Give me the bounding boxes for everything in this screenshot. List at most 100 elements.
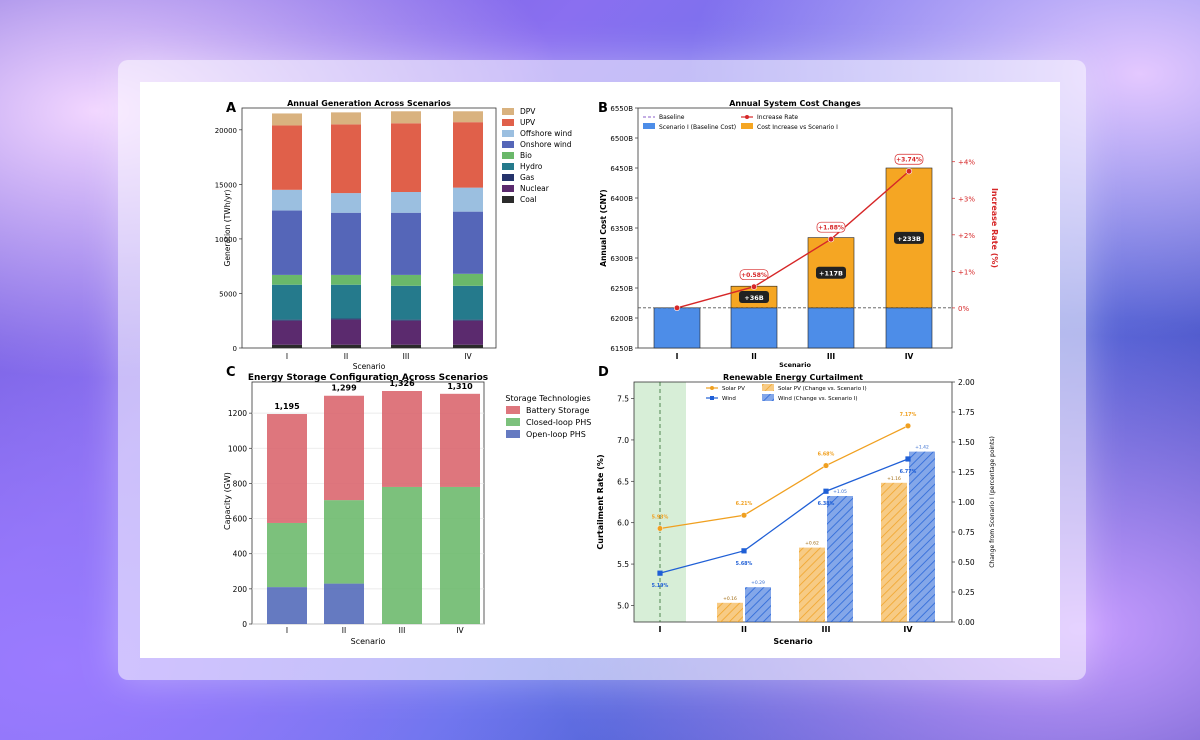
chart-title: Annual System Cost Changes	[729, 99, 861, 108]
stack-segment-offshore-wind	[331, 193, 361, 213]
total-label: 1,195	[274, 402, 300, 411]
rate-label-box	[894, 153, 924, 165]
bar-baseline-cost	[885, 307, 933, 349]
wind-change-label: +0.29	[751, 580, 765, 586]
stack-segment-onshore-wind	[391, 212, 421, 275]
stack-segment-gas	[272, 319, 302, 321]
y-axis-label: Capacity (GW)	[223, 472, 232, 530]
stack-segment-onshore-wind	[272, 210, 302, 275]
panel-c-storage: Energy Storage Configuration Across Scen…	[223, 373, 591, 646]
legend-swatch	[502, 108, 514, 115]
rate-point	[673, 304, 681, 312]
y-tick-label: 6350B	[610, 225, 633, 233]
solar-change-label: +1.16	[887, 476, 901, 482]
wind-change-label: +1.05	[833, 489, 847, 495]
solar-point	[740, 512, 748, 519]
total-label: 1,326	[389, 379, 415, 388]
stack-segment-nuclear	[391, 320, 421, 345]
legend-label: Open-loop PHS	[526, 430, 586, 439]
legend-label: Gas	[520, 173, 534, 182]
stack-segment-gas	[331, 318, 361, 320]
y-tick-label: 200	[233, 585, 248, 594]
stack-segment-hydro	[391, 285, 421, 320]
y2-tick-label: 1.00	[958, 498, 975, 507]
stack-segment-hydro	[453, 285, 483, 320]
bar-baseline-cost	[807, 307, 855, 349]
y-tick-label: 600	[233, 515, 248, 524]
y-tick-label: 6450B	[610, 165, 633, 173]
legend-label: Onshore wind	[520, 140, 572, 149]
bar-baseline-cost	[730, 307, 778, 349]
x-tick-label: III	[822, 625, 831, 634]
y2-tick-label: +2%	[958, 232, 975, 240]
y-tick-label: 6300B	[610, 255, 633, 263]
stack-segment-bio	[331, 274, 361, 285]
y2-axis-label: Increase Rate (%)	[990, 188, 999, 268]
legend-label: Solar PV (Change vs. Scenario I)	[778, 386, 867, 392]
solar-value-label: 7.17%	[900, 412, 917, 418]
stack-segment-offshore-wind	[453, 187, 483, 212]
stack-segment-onshore-wind	[453, 211, 483, 274]
plot-frame	[241, 107, 497, 349]
stack-segment-dpv	[453, 111, 483, 123]
panel-letter-b: B	[598, 101, 608, 116]
stack-segment-open-loop-phs	[324, 583, 364, 624]
legend-swatch	[502, 174, 514, 181]
solar-change-label: +0.16	[723, 596, 737, 602]
wind-point	[741, 548, 747, 554]
panel-letter-a: A	[226, 101, 236, 116]
bar-solar-change	[881, 482, 907, 622]
increase-label-box	[739, 291, 769, 303]
y2-tick-label: 0.50	[958, 558, 975, 567]
wind-value-label: 5.68%	[736, 561, 753, 567]
stack-segment-offshore-wind	[391, 192, 421, 213]
y-tick-label: 5.0	[617, 601, 629, 610]
y-tick-label: 6400B	[610, 195, 633, 203]
wind-value-label: 6.38%	[818, 501, 835, 507]
bar-solar-change	[717, 602, 743, 622]
wind-point	[657, 570, 663, 576]
y2-tick-label: 0.25	[958, 588, 975, 597]
y-tick-label: 7.5	[617, 395, 629, 404]
increase-label: +36B	[744, 294, 763, 302]
x-tick-label: I	[659, 625, 662, 634]
rate-point	[905, 168, 913, 175]
y-tick-label: 5.5	[617, 560, 629, 569]
legend-wind-marker	[710, 396, 714, 400]
stack-segment-onshore-wind	[331, 212, 361, 275]
increase-label: +233B	[897, 235, 921, 243]
stack-segment-bio	[272, 274, 302, 285]
rate-line	[676, 170, 910, 309]
stack-segment-closed-loop-phs	[382, 486, 422, 624]
wind-value-label: 6.77%	[900, 469, 917, 475]
y-axis-label: Curtailment Rate (%)	[596, 454, 605, 549]
legend-solar-marker	[710, 386, 714, 390]
stack-segment-coal	[272, 344, 302, 348]
legend-label: Baseline	[659, 114, 685, 121]
legend-rate-marker	[745, 115, 749, 119]
x-axis-label: Scenario	[353, 362, 386, 371]
legend-wind-change-swatch	[762, 394, 774, 401]
wind-point	[823, 488, 829, 494]
legend-swatch	[502, 196, 514, 203]
wind-point	[905, 456, 911, 462]
legend-label: Offshore wind	[520, 129, 572, 138]
bar-baseline-cost	[653, 307, 701, 349]
y2-tick-label: 1.50	[958, 438, 975, 447]
x-tick-label: III	[403, 352, 410, 361]
stack-segment-gas	[453, 319, 483, 321]
solar-value-label: 6.68%	[818, 452, 835, 458]
stack-segment-battery-storage	[267, 414, 307, 523]
legend-label: DPV	[520, 107, 536, 116]
x-tick-label: IV	[905, 352, 914, 361]
rate-point	[750, 283, 758, 290]
panel-letter-d: D	[598, 365, 609, 380]
legend-solar-change-swatch	[762, 384, 774, 391]
legend-label: Cost Increase vs Scenario I	[757, 124, 838, 131]
stack-segment-nuclear	[453, 320, 483, 345]
y-tick-label: 5000	[219, 290, 237, 298]
y-tick-label: 0	[242, 620, 247, 629]
legend-label: Scenario I (Baseline Cost)	[659, 124, 736, 131]
stack-segment-gas	[391, 319, 421, 321]
y-tick-label: 6.5	[617, 477, 629, 486]
